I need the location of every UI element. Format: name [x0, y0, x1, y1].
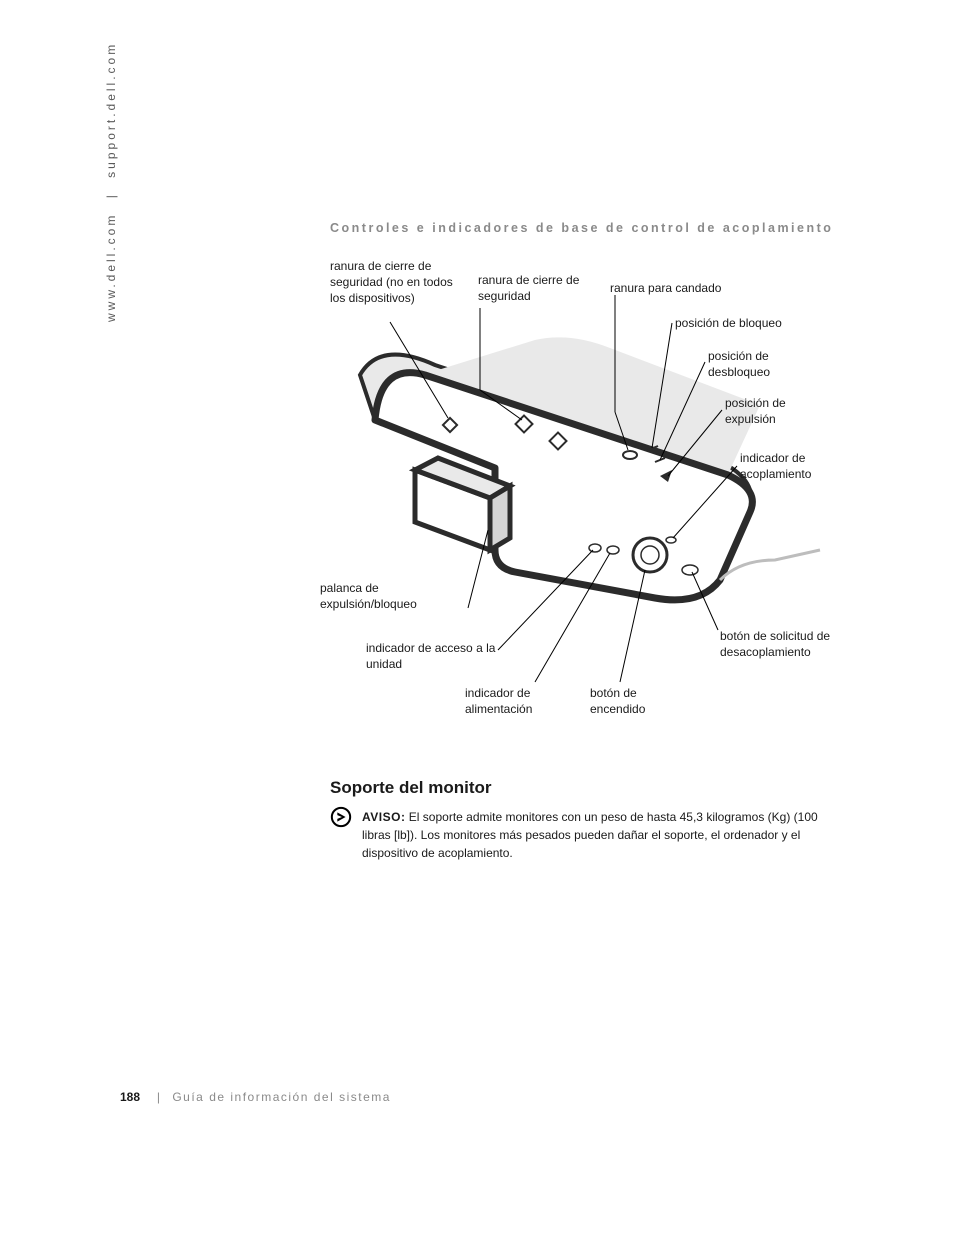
label-undock-btn: botón de solicitud de desacoplamiento [720, 628, 850, 660]
label-sec-slot: ranura de cierre de seguridad [478, 272, 598, 304]
footer-sep: | [151, 1090, 168, 1104]
side-url: www.dell.com | support.dell.com [104, 42, 118, 322]
label-power-ind: indicador de alimentación [465, 685, 575, 717]
diagram: ranura de cierre de seguridad (no en tod… [320, 250, 840, 750]
label-padlock: ranura para candado [610, 280, 750, 296]
label-drive-ind: indicador de acceso a la unidad [366, 640, 506, 672]
label-power-btn: botón de encendido [590, 685, 680, 717]
page: www.dell.com | support.dell.com Controle… [0, 0, 954, 1235]
side-url-b: support.dell.com [104, 42, 118, 178]
label-dock-ind: indicador de acoplamiento [740, 450, 850, 482]
side-url-a: www.dell.com [104, 213, 118, 322]
label-pos-eject: posición de expulsión [725, 395, 835, 427]
section-title: Controles e indicadores de base de contr… [330, 221, 833, 235]
notice-row: AVISO: El soporte admite monitores con u… [330, 806, 830, 862]
side-url-sep: | [104, 184, 118, 206]
page-footer: 188 | Guía de información del sistema [120, 1090, 391, 1104]
footer-title: Guía de información del sistema [172, 1090, 391, 1104]
label-pos-lock: posición de bloqueo [675, 315, 825, 331]
monitor-stand-heading: Soporte del monitor [330, 778, 492, 798]
label-eject-lever: palanca de expulsión/bloqueo [320, 580, 470, 612]
label-sec-slot-opt: ranura de cierre de seguridad (no en tod… [330, 258, 460, 307]
notice-body: El soporte admite monitores con un peso … [362, 810, 818, 860]
notice-lead: AVISO: [362, 810, 405, 824]
notice-arrow-icon [330, 806, 352, 828]
notice-text: AVISO: El soporte admite monitores con u… [362, 806, 830, 862]
label-pos-unlock: posición de desbloqueo [708, 348, 828, 380]
page-number: 188 [120, 1090, 140, 1104]
